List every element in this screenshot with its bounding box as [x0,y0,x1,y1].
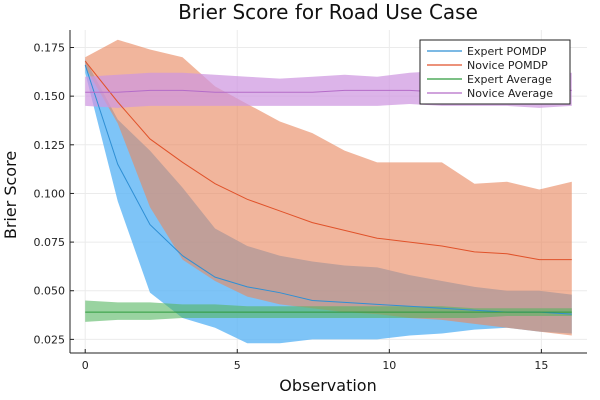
y-tick-label-5: 0.150 [34,90,66,103]
y-tick-label-6: 0.175 [34,42,66,55]
legend-label-3: Novice Average [467,87,553,100]
legend-label-2: Expert Average [467,73,552,86]
legend-label-0: Expert POMDP [467,45,547,58]
line-series-0 [84,64,572,315]
band-series-1 [85,39,572,336]
legend-label-1: Novice POMDP [467,59,548,72]
y-axis-title: Brier Score [1,151,20,239]
x-axis-title: Observation [279,376,376,395]
x-tick-label-1: 5 [234,359,241,372]
x-tick-label-0: 0 [82,359,89,372]
series-lines [84,60,572,315]
y-tick-label-4: 0.125 [34,139,66,152]
x-tick-label-3: 15 [534,359,548,372]
x-tick-label-2: 10 [382,359,396,372]
x-ticks: 0 5 10 15 [82,349,548,372]
chart-title: Brier Score for Road Use Case [178,0,478,24]
band-series-2 [85,300,572,322]
y-tick-label-2: 0.075 [34,236,66,249]
line-series-1 [84,60,572,261]
y-tick-label-1: 0.050 [34,285,66,298]
y-tick-label-3: 0.100 [34,187,66,200]
y-ticks: 0.025 0.050 0.075 0.100 0.125 0.150 0.175 [34,42,74,346]
axes [69,30,587,354]
y-tick-label-0: 0.025 [34,333,66,346]
